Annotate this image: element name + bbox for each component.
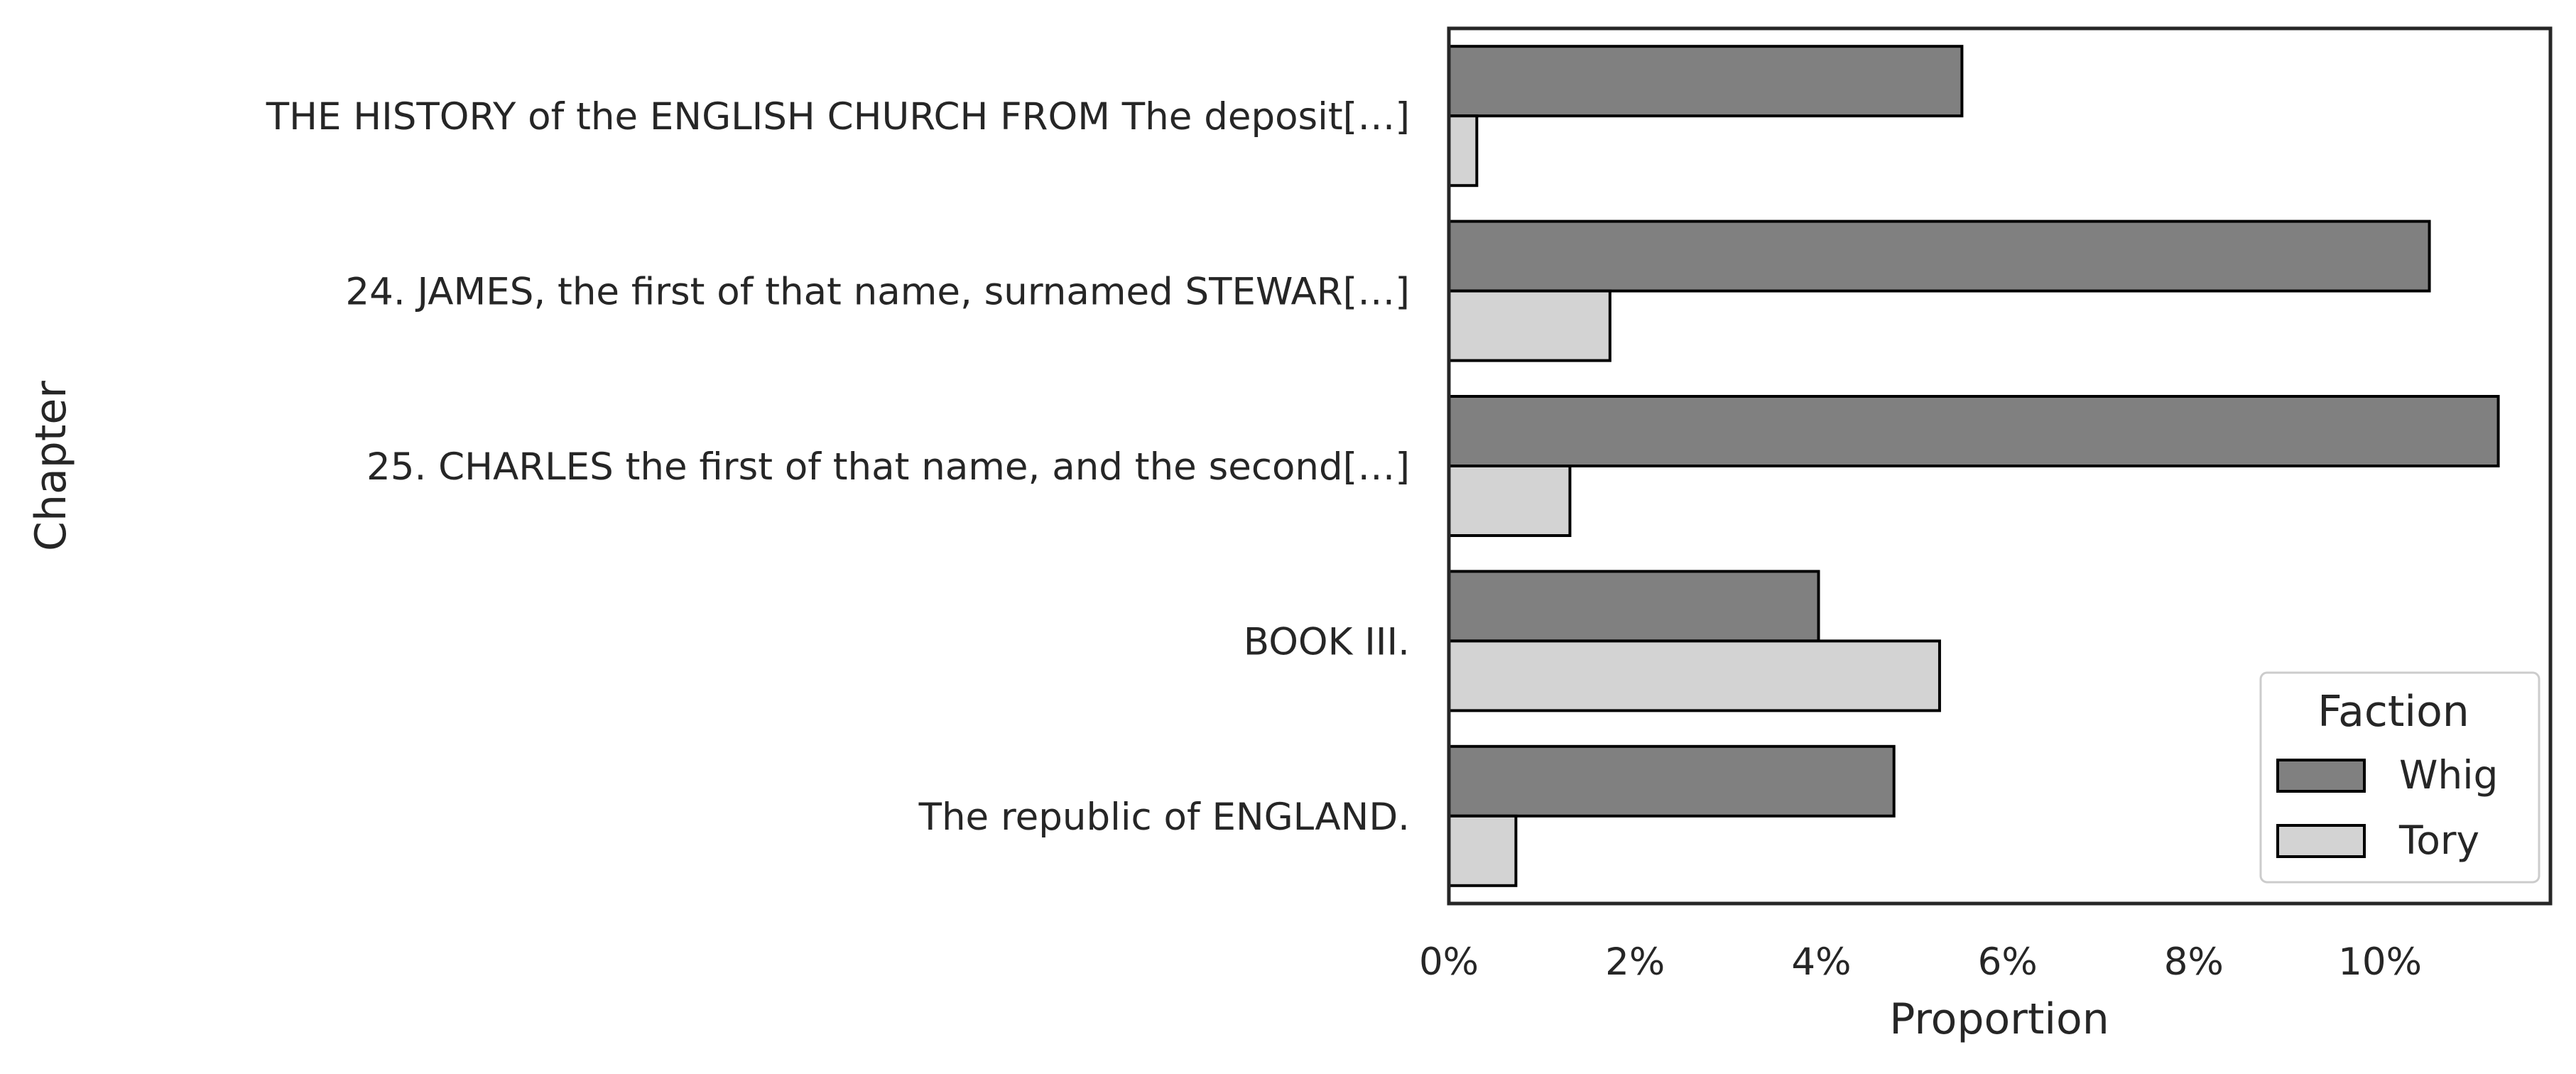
y-tick-label: 24. JAMES, the first of that name, surna… (345, 271, 1410, 314)
x-tick-label: 6% (1978, 940, 2038, 984)
legend-label-whig: Whig (2399, 752, 2498, 798)
bar-tory-0 (1447, 114, 1479, 188)
x-axis-title: Proportion (1889, 994, 2109, 1044)
x-tick-label: 10% (2338, 940, 2422, 984)
y-tick-label: THE HISTORY of the ENGLISH CHURCH FROM T… (266, 95, 1410, 139)
legend-items: Whig Tory (2276, 752, 2498, 863)
x-tick-label: 8% (2164, 940, 2224, 984)
bar-tory-2 (1447, 465, 1572, 537)
x-tick-label: 4% (1791, 940, 1851, 984)
legend-label-tory: Tory (2398, 818, 2479, 863)
plot-frame (1447, 26, 2553, 906)
legend-title: Faction (2317, 687, 2469, 737)
bars-group (1447, 45, 2500, 887)
y-tick-label: The republic of ENGLAND. (918, 796, 1410, 839)
bar-whig-2 (1447, 395, 2500, 467)
bar-whig-3 (1447, 570, 1820, 643)
x-tick-label: 0% (1419, 940, 1479, 984)
x-tick-labels: 0% 2% 4% 6% 8% 10% (1419, 940, 2422, 984)
y-tick-label: BOOK III. (1244, 620, 1410, 663)
bar-whig-0 (1447, 45, 1964, 118)
bar-tory-4 (1447, 814, 1518, 887)
bar-tory-1 (1447, 289, 1612, 362)
bar-whig-1 (1447, 219, 2431, 293)
y-tick-labels: THE HISTORY of the ENGLISH CHURCH FROM T… (266, 95, 1410, 839)
bar-whig-4 (1447, 744, 1896, 818)
bar-tory-3 (1447, 639, 1941, 712)
legend-swatch-tory (2276, 824, 2366, 858)
legend-swatch-whig (2276, 759, 2366, 793)
legend: Faction Whig Tory (2259, 671, 2540, 884)
x-tick-label: 2% (1605, 940, 1665, 984)
y-tick-label: 25. CHARLES the first of that name, and … (366, 445, 1410, 489)
y-axis-title: Chapter (26, 381, 76, 551)
